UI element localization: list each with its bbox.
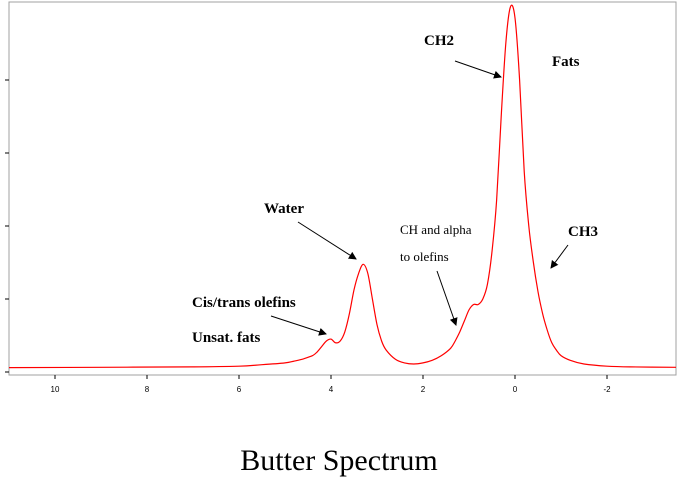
cis-trans-label: Cis/trans olefins	[192, 295, 296, 311]
ch2-arrow	[454, 60, 502, 79]
chart-title: Butter Spectrum	[240, 444, 438, 477]
ch-alpha-label-line1: CH and alpha	[400, 222, 472, 237]
unsat-fats-label: Unsat. fats	[192, 330, 260, 346]
x-tick-label: -2	[603, 385, 611, 394]
x-tick-label: 10	[51, 385, 60, 394]
plot-frame	[8, 1, 677, 376]
y-axis	[5, 79, 9, 373]
x-axis: 10 8 6 4 2 0 -2	[51, 375, 611, 394]
water-arrow	[297, 221, 357, 260]
ch2-label: CH2	[424, 33, 454, 49]
x-tick-label: 0	[513, 385, 518, 394]
water-label: Water	[264, 201, 304, 217]
x-tick-label: 6	[237, 385, 242, 394]
ch-alpha-arrow	[436, 270, 458, 326]
cis-trans-arrow	[270, 315, 327, 336]
spectrum-series-line	[8, 4, 677, 369]
ch3-label: CH3	[568, 224, 598, 240]
x-tick-label: 8	[145, 385, 150, 394]
fats-label: Fats	[552, 54, 580, 70]
ch-alpha-label-line2: to olefins	[400, 249, 449, 264]
spectrum-chart: 10 8 6 4 2 0 -2 CH2 Fats Water CH and alpha to…	[5, 1, 677, 394]
x-tick-label: 4	[329, 385, 334, 394]
ch3-arrow	[550, 244, 569, 269]
x-tick-label: 2	[421, 385, 426, 394]
